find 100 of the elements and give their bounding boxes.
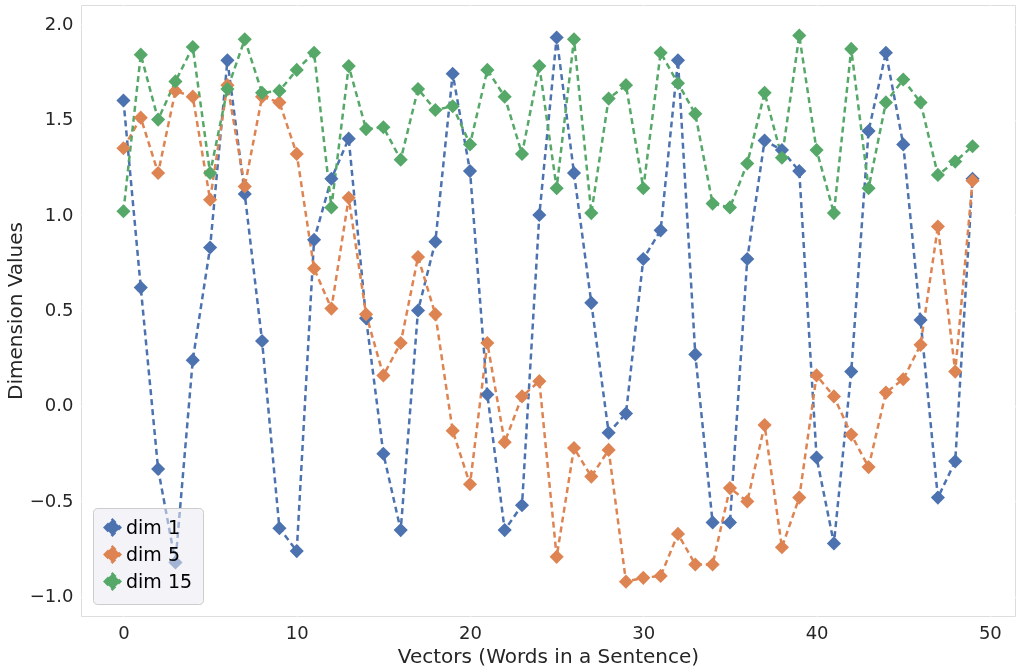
point [341, 131, 356, 146]
point [948, 154, 963, 169]
point [878, 95, 893, 110]
point [549, 30, 564, 45]
point [445, 423, 460, 438]
point [428, 234, 443, 249]
point [861, 460, 876, 475]
point [705, 515, 720, 530]
y-tick-label: 1.0 [44, 203, 74, 225]
x-tick-label: 0 [118, 621, 130, 643]
point [116, 204, 131, 219]
point [324, 301, 339, 316]
point [913, 312, 928, 328]
point [307, 261, 322, 276]
point [740, 156, 755, 171]
point [826, 389, 841, 404]
legend-label: dim 15 [126, 569, 193, 592]
point [809, 368, 824, 383]
y-tick-label: 1.5 [44, 108, 74, 130]
point [185, 353, 200, 368]
point [393, 152, 408, 167]
point [289, 62, 304, 77]
point [393, 335, 408, 351]
point [930, 167, 945, 183]
point [445, 99, 460, 114]
point [601, 91, 616, 106]
point [237, 179, 252, 194]
point [653, 568, 668, 583]
point [185, 39, 200, 55]
point [653, 45, 668, 60]
point [358, 122, 374, 137]
legend-label: dim 5 [126, 542, 180, 565]
point [549, 181, 564, 196]
point [497, 435, 512, 450]
point [896, 372, 911, 387]
point [428, 307, 443, 322]
point [774, 150, 789, 165]
point [826, 536, 841, 551]
point [826, 206, 841, 221]
x-axis-title: Vectors (Words in a Sentence) [397, 643, 700, 668]
point [896, 72, 911, 87]
point [740, 251, 755, 267]
point [514, 498, 530, 513]
legend-label: dim 1 [126, 515, 180, 538]
point [549, 549, 564, 564]
point [705, 557, 720, 572]
point [341, 190, 356, 205]
point [670, 526, 686, 541]
point [809, 143, 824, 158]
point [289, 146, 304, 161]
point [774, 540, 789, 555]
point [757, 133, 772, 148]
point [722, 481, 738, 496]
point [462, 137, 478, 152]
point [844, 364, 859, 379]
point [255, 333, 270, 349]
point [289, 544, 304, 559]
point [151, 461, 166, 477]
point [757, 85, 772, 100]
point [514, 389, 530, 404]
point [220, 53, 235, 68]
point [722, 515, 738, 530]
point [272, 83, 287, 98]
point [636, 570, 651, 585]
point [757, 417, 772, 433]
point [878, 385, 893, 400]
point [584, 295, 599, 310]
point [636, 251, 651, 267]
point [428, 102, 443, 118]
point [168, 74, 183, 89]
point [376, 120, 391, 135]
point [601, 425, 616, 440]
point [272, 95, 287, 110]
point [133, 110, 148, 125]
point [601, 442, 616, 457]
point [618, 406, 634, 421]
point [861, 123, 876, 139]
point [203, 165, 218, 181]
point [688, 347, 703, 362]
point [307, 45, 322, 60]
point [393, 523, 408, 538]
point [133, 280, 148, 295]
point [930, 490, 945, 505]
point [913, 337, 928, 352]
point [670, 76, 686, 91]
point [740, 494, 755, 509]
point [133, 47, 148, 62]
point [896, 137, 911, 152]
point [930, 219, 945, 234]
point [116, 93, 131, 108]
point [844, 427, 859, 442]
point [151, 165, 166, 181]
y-tick-label: 2.0 [44, 12, 74, 34]
y-tick-label: 0.0 [44, 394, 74, 416]
point [688, 106, 703, 121]
point [376, 368, 391, 383]
point [878, 45, 893, 60]
point [670, 53, 686, 68]
x-tick-label: 10 [285, 621, 309, 643]
point [307, 232, 322, 247]
